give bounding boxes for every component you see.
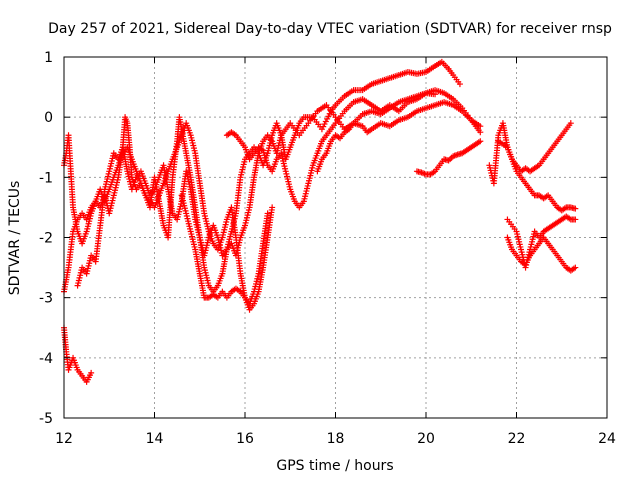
series-I — [486, 120, 574, 187]
series-H — [413, 138, 484, 178]
series-G — [314, 99, 484, 175]
y-axis-label: SDTVAR / TECUs — [7, 181, 23, 296]
series-D — [61, 120, 271, 307]
chart-title: Day 257 of 2021, Sidereal Day-to-day VTE… — [48, 21, 612, 37]
data-point — [477, 123, 484, 130]
y-tick-label: 1 — [44, 50, 53, 66]
y-tick-label: 0 — [44, 110, 53, 126]
y-tick-label: -5 — [39, 411, 53, 427]
series-B — [61, 58, 463, 295]
x-axis: 12 14 16 18 20 22 24 — [55, 57, 616, 447]
y-tick-label: -3 — [39, 291, 53, 307]
data-point — [264, 210, 271, 217]
data-point — [567, 120, 574, 127]
series-A — [61, 324, 95, 385]
x-tick-label: 24 — [598, 431, 616, 447]
data-point — [572, 216, 579, 223]
data-point — [269, 204, 276, 211]
series-F — [223, 90, 439, 211]
x-tick-label: 14 — [146, 431, 164, 447]
x-tick-label: 12 — [55, 431, 73, 447]
data-point — [88, 369, 95, 376]
x-tick-label: 16 — [236, 431, 254, 447]
series-L — [504, 213, 579, 271]
data-point — [477, 138, 484, 145]
x-tick-label: 18 — [327, 431, 345, 447]
y-tick-label: -2 — [39, 231, 53, 247]
data-point — [432, 91, 439, 98]
grid — [64, 57, 607, 418]
series-E — [178, 192, 276, 313]
x-tick-label: 22 — [508, 431, 526, 447]
x-axis-label: GPS time / hours — [276, 458, 393, 474]
y-axis: 1 0 -1 -2 -3 -4 -5 — [39, 50, 607, 427]
y-tick-label: -4 — [39, 351, 53, 367]
data-point — [572, 264, 579, 271]
data-point — [456, 81, 463, 88]
data-point — [572, 205, 579, 212]
series-J — [495, 138, 579, 214]
y-tick-label: -1 — [39, 170, 53, 186]
data-point — [477, 129, 484, 136]
data-points — [61, 58, 579, 385]
x-tick-label: 20 — [417, 431, 435, 447]
series-K — [504, 234, 579, 274]
